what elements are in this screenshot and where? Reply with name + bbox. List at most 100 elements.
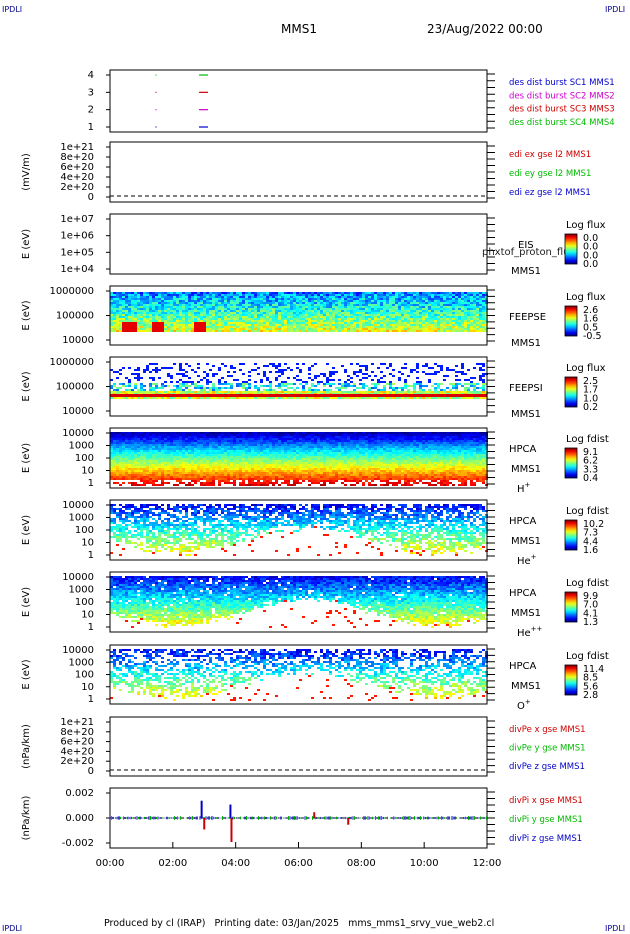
divpe-frame xyxy=(109,716,488,777)
hpca_he-instrument-label: HPCA xyxy=(509,516,537,527)
time-tick-label: 12:00 xyxy=(473,858,502,869)
hpca_o-species-label: O+ xyxy=(517,698,531,712)
hpca_he-ytick-label: 10 xyxy=(81,538,94,549)
time-tick-label: 02:00 xyxy=(158,858,187,869)
feepse-colorbar xyxy=(564,305,578,337)
hpca_h-cbar-tick: 0.4 xyxy=(583,473,598,484)
hpca_he-colorbar xyxy=(564,519,578,551)
edi-ytick-label: 1e+21 xyxy=(60,142,94,153)
feepsi-ytick-label: 1000000 xyxy=(49,357,94,368)
divpe-ytick-label: 2e+20 xyxy=(60,756,94,767)
edi-legend-item: edi ex gse l2 MMS1 xyxy=(509,150,591,160)
hpca_o-cbar-tick: 5.6 xyxy=(583,681,598,692)
edi-frame xyxy=(109,141,488,203)
edi-ylabel: (mV/m) xyxy=(21,153,32,191)
edi-legend-item: edi ey gse l2 MMS1 xyxy=(509,169,591,179)
hpca_hepp-spacecraft-label: MMS1 xyxy=(511,608,541,619)
edi-ytick-label: 8e+20 xyxy=(60,152,94,163)
hpca_o-ylabel: E (eV) xyxy=(21,659,32,689)
burst-ytick-label: 2 xyxy=(88,105,94,116)
divpe-legend-item: divPe x gse MMS1 xyxy=(509,725,586,735)
hpca_h-instrument-label: HPCA xyxy=(509,444,537,455)
feepsi-spectrogram xyxy=(110,363,488,399)
burst-ytick-label: 1 xyxy=(88,122,94,133)
divpi-ytick-label: 0.000 xyxy=(65,813,94,824)
hpca_h-cbar-title: Log fdist xyxy=(566,434,609,445)
eis-ytick-label: 1e+07 xyxy=(60,214,94,225)
hpca_h-ytick-label: 10 xyxy=(81,466,94,477)
hpca_hepp-cbar-tick: 1.3 xyxy=(583,617,598,628)
burst-legend-item: des dist burst SC2 MMS2 xyxy=(509,91,615,101)
divpe-legend-item: divPe y gse MMS1 xyxy=(509,744,586,754)
eis-colorbar xyxy=(564,233,578,265)
hpca_h-cbar-tick: 3.3 xyxy=(583,464,598,475)
corner-label-bottom-right: IPDLI xyxy=(605,924,626,933)
hpca_h-colorbar xyxy=(564,447,578,479)
hpca_hepp-ytick-label: 100 xyxy=(75,597,94,608)
feepse-ytick-label: 100000 xyxy=(56,311,94,322)
feepsi-cbar-tick: 0.2 xyxy=(583,402,598,413)
hpca_hepp-instrument-label: HPCA xyxy=(509,588,537,599)
divpi-legend-item: divPi z gse MMS1 xyxy=(509,834,582,844)
divpe-ylabel: (nPa/km) xyxy=(21,724,32,769)
feepsi-ytick-label: 100000 xyxy=(56,382,94,393)
hpca_hepp-ytick-label: 10 xyxy=(81,610,94,621)
edi-ytick-label: 2e+20 xyxy=(60,182,94,193)
hpca_hepp-ytick-label: 1 xyxy=(88,622,94,633)
eis-ylabel: E (eV) xyxy=(21,229,32,259)
hpca_o-instrument-label: HPCA xyxy=(509,661,537,672)
feepsi-cbar-tick: 1.0 xyxy=(583,393,598,404)
divpi-traces xyxy=(109,816,487,820)
hpca_o-cbar-tick: 2.8 xyxy=(583,690,598,701)
divpi-legend-item: divPi y gse MMS1 xyxy=(509,815,583,825)
burst-frame xyxy=(109,69,488,133)
feepsi-cbar-tick: 2.5 xyxy=(583,376,598,387)
hpca_hepp-cbar-title: Log fdist xyxy=(566,578,609,589)
eis-ytick-label: 1e+05 xyxy=(60,247,94,258)
hpca_hepp-colorbar xyxy=(564,591,578,623)
hpca_o-ytick-label: 10000 xyxy=(62,645,94,656)
eis-cbar-tick: 0.0 xyxy=(583,250,598,261)
eis-cbar-tick: 0.0 xyxy=(583,259,598,270)
date-label: 23/Aug/2022 00:00 xyxy=(427,22,543,36)
hpca_o-ytick-label: 10 xyxy=(81,682,94,693)
hpca_hepp-cbar-tick: 4.1 xyxy=(583,608,598,619)
hpca_h-ytick-label: 1000 xyxy=(69,441,94,452)
hpca_he-cbar-title: Log fdist xyxy=(566,506,609,517)
hpca_he-ylabel: E (eV) xyxy=(21,515,32,545)
feepse-cbar-tick: 0.5 xyxy=(583,322,598,333)
hpca_he-ytick-label: 1000 xyxy=(69,513,94,524)
corner-label-top-left: IPDLI xyxy=(2,5,23,14)
hpca_h-ytick-label: 100 xyxy=(75,453,94,464)
feepse-cbar-title: Log flux xyxy=(566,292,606,303)
feepse-ytick-label: 1000000 xyxy=(49,286,94,297)
feepse-cbar-tick: 2.6 xyxy=(583,305,598,316)
divpe-legend-item: divPe z gse MMS1 xyxy=(509,762,585,772)
feepsi-ylabel: E (eV) xyxy=(21,371,32,401)
feepsi-spacecraft-label: MMS1 xyxy=(511,409,541,420)
hpca_o-spectrogram xyxy=(110,649,488,701)
hpca_h-spacecraft-label: MMS1 xyxy=(511,464,541,475)
feepse-spacecraft-label: MMS1 xyxy=(511,338,541,349)
eis-cbar-tick: 0.0 xyxy=(583,233,598,244)
divpe-ytick-label: 4e+20 xyxy=(60,746,94,757)
feepsi-cbar-title: Log flux xyxy=(566,363,606,374)
hpca_he-ytick-label: 1 xyxy=(88,550,94,561)
page-title: MMS1 xyxy=(281,22,317,36)
time-tick-label: 04:00 xyxy=(221,858,250,869)
edi-ytick-label: 4e+20 xyxy=(60,172,94,183)
eis-ytick-label: 1e+04 xyxy=(60,264,94,275)
eis-ytick-label: 1e+06 xyxy=(60,231,94,242)
eis-cbar-tick: 0.0 xyxy=(583,242,598,253)
feepse-ylabel: E (eV) xyxy=(21,300,32,330)
feepse-ytick-label: 10000 xyxy=(62,335,94,346)
hpca_hepp-spectrogram xyxy=(110,576,488,628)
feepsi-cbar-tick: 1.7 xyxy=(583,385,598,396)
hpca_he-ytick-label: 10000 xyxy=(62,500,94,511)
divpi-ylabel: (nPa/km) xyxy=(21,796,32,841)
hpca_he-cbar-tick: 1.6 xyxy=(583,545,598,556)
eis-cbar-title: Log flux xyxy=(566,220,606,231)
hpca_he-species-label: He+ xyxy=(517,553,537,567)
hpca_o-ytick-label: 1 xyxy=(88,694,94,705)
